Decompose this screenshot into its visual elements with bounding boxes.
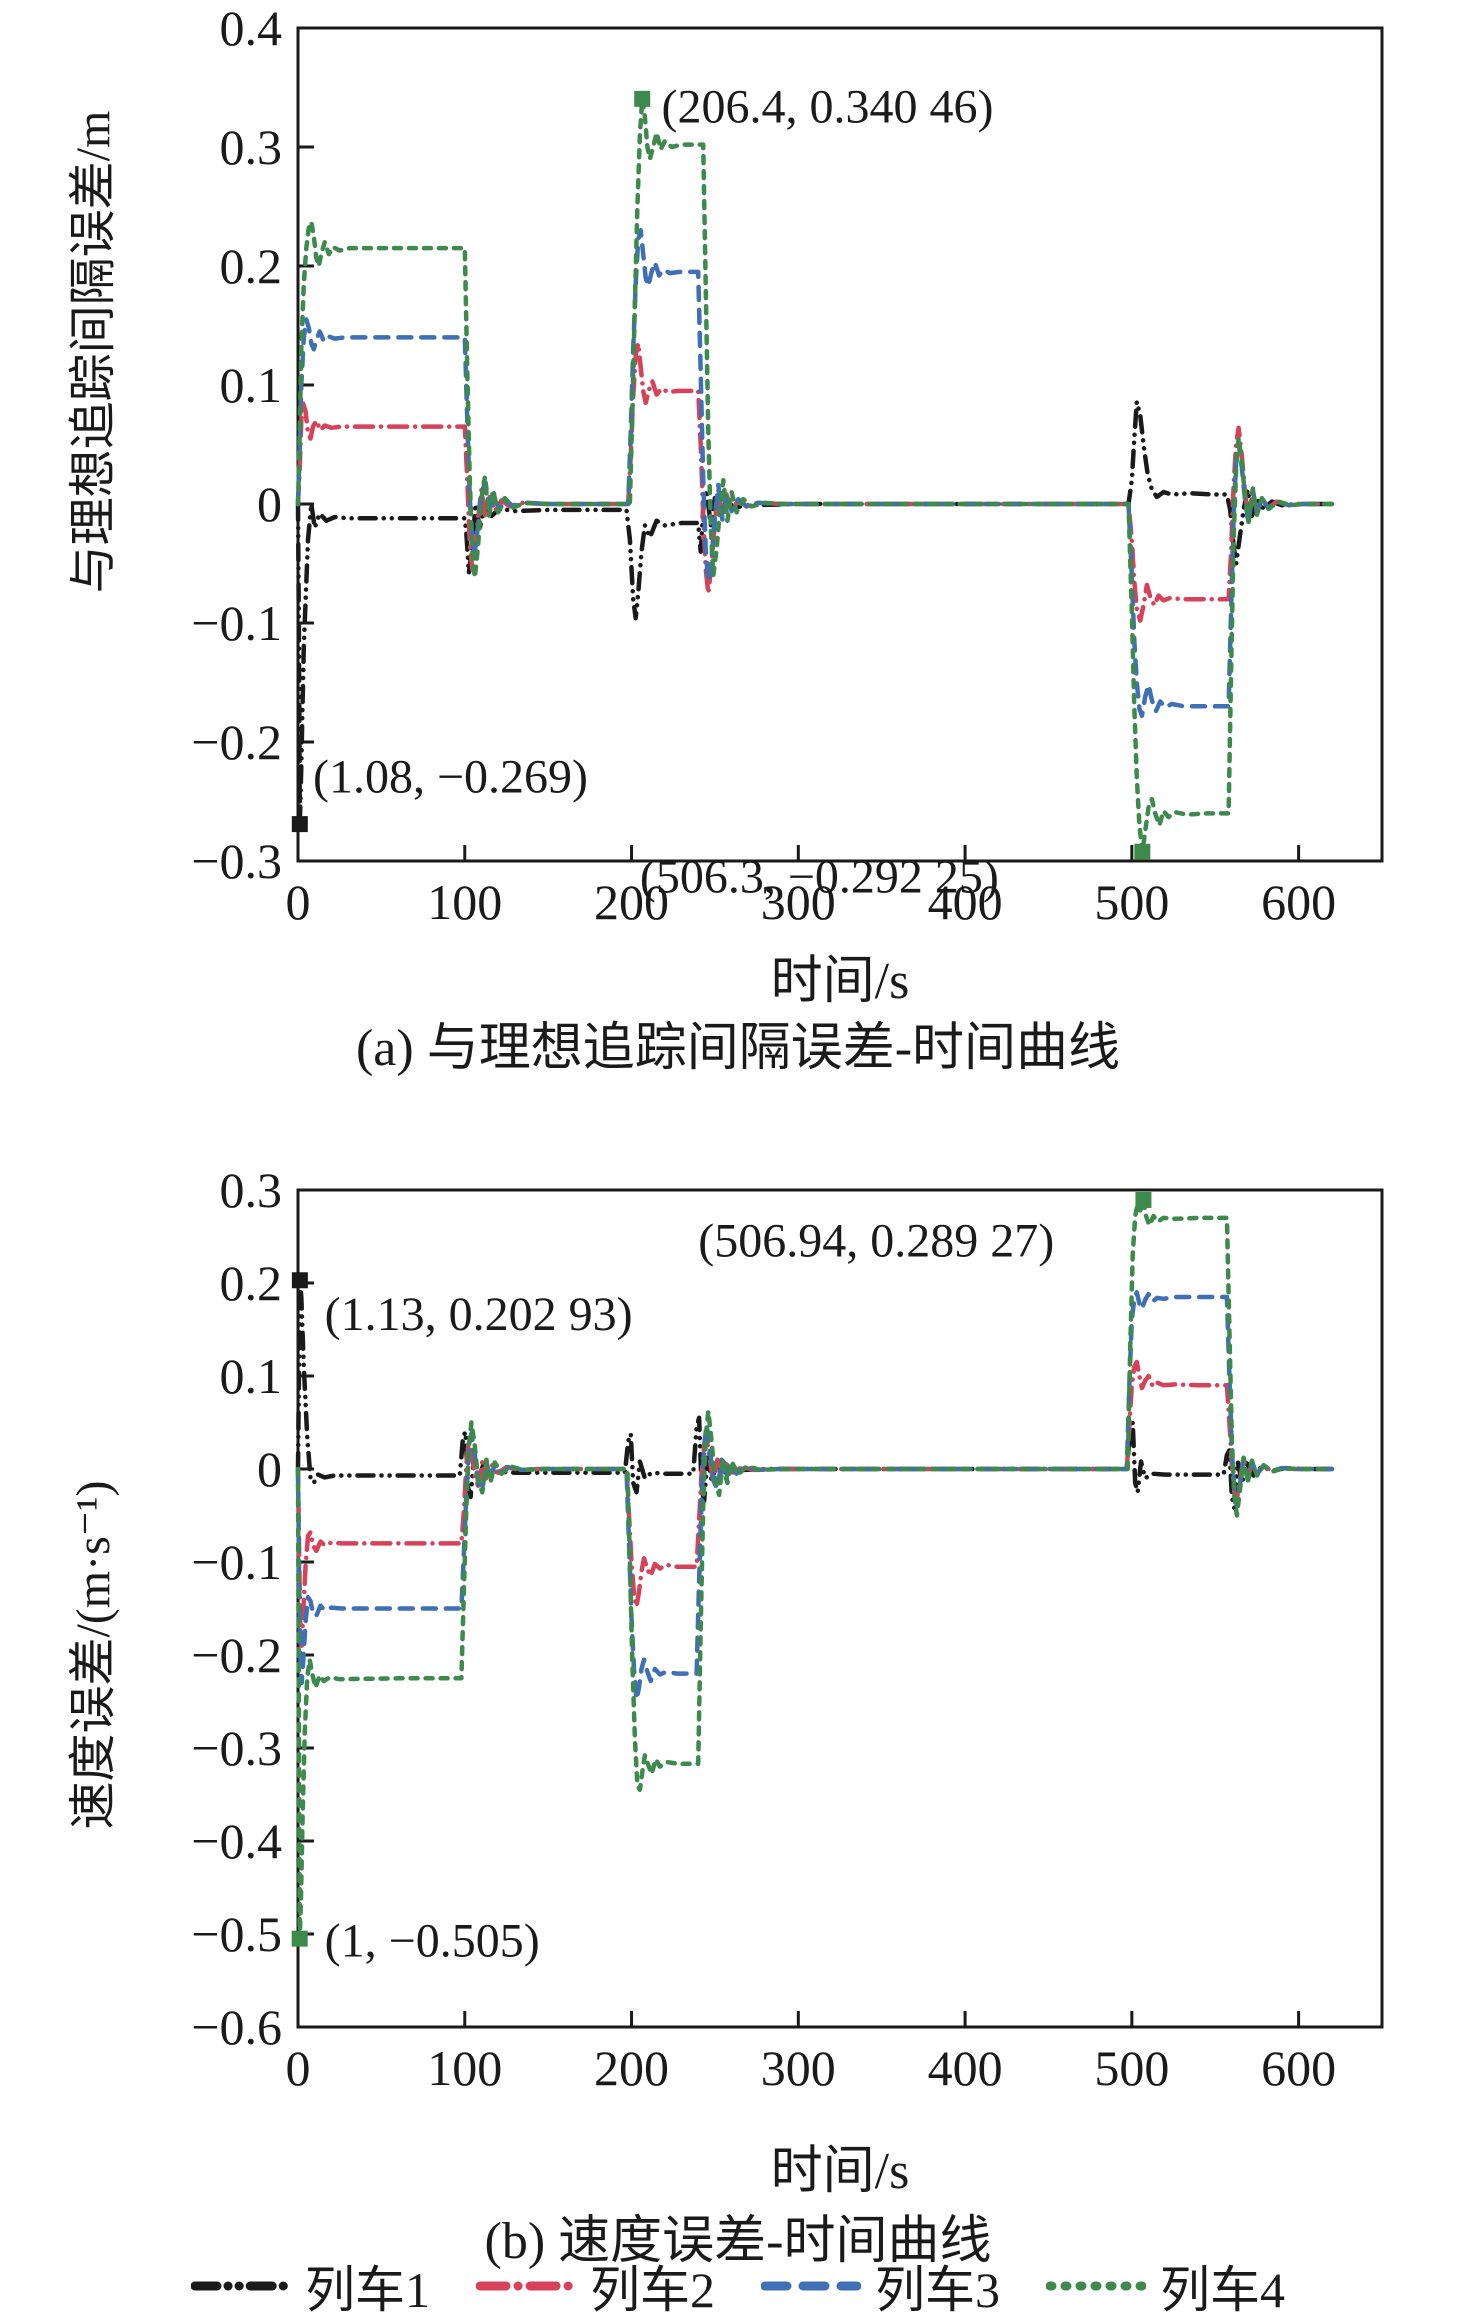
y-tick-label: −0.3	[191, 833, 282, 889]
y-tick-label: 0.1	[220, 357, 283, 413]
train1-line-sample	[191, 2281, 291, 2291]
train4-line-sample	[1046, 2281, 1146, 2291]
y-tick-label: −0.2	[191, 1627, 282, 1683]
annotation-marker-0	[1135, 1191, 1152, 1208]
train2-line-sample	[476, 2281, 576, 2291]
chart-a-xlabel: 时间/s	[770, 953, 910, 1010]
chart-b-caption: (b) 速度误差-时间曲线	[484, 2213, 992, 2270]
annotation-text-1: (1.13, 0.202 93)	[325, 1288, 633, 1341]
legend-label-train1: 列车1	[305, 2262, 430, 2318]
x-tick-label: 100	[427, 2040, 502, 2096]
annotation-text-0: (506.94, 0.289 27)	[698, 1214, 1054, 1267]
annotation-text-1: (1.08, −0.269)	[313, 750, 588, 803]
x-tick-label: 0	[286, 2040, 311, 2096]
y-tick-label: 0.3	[220, 1162, 283, 1218]
y-tick-label: 0.4	[220, 0, 283, 56]
x-tick-label: 500	[1094, 874, 1169, 930]
x-tick-label: 300	[761, 874, 836, 930]
annotation-marker-2	[291, 1930, 308, 1947]
y-tick-label: −0.5	[191, 1906, 282, 1962]
legend-item-train1: 列车1	[191, 2250, 430, 2320]
series-train3	[295, 1290, 1335, 1702]
chart-a-caption: (a) 与理想追踪间隔误差-时间曲线	[355, 1020, 1121, 1077]
annotation-text-2: (506.3, −0.292 25)	[640, 850, 999, 903]
x-tick-label: 600	[1261, 874, 1336, 930]
x-tick-label: 200	[594, 2040, 669, 2096]
annotation-marker-1	[291, 816, 308, 833]
y-tick-label: −0.3	[191, 1720, 282, 1776]
chart-a-ylabel: 与理想追踪间隔误差/m	[67, 110, 120, 594]
legend-item-train2: 列车2	[476, 2250, 715, 2320]
train3-line-sample	[761, 2281, 861, 2291]
chart-b-ylabel: 速度误差/(m·s⁻¹)	[67, 1480, 120, 1830]
legend-label-train4: 列车4	[1160, 2262, 1285, 2318]
y-tick-label: 0.1	[220, 1348, 283, 1404]
series-train3	[295, 228, 1335, 719]
annotation-marker-0	[634, 90, 651, 107]
chart-b-xlabel: 时间/s	[770, 2143, 910, 2200]
legend-label-train2: 列车2	[590, 2262, 715, 2318]
series-train1	[295, 1278, 1335, 1511]
series-train4	[295, 96, 1335, 855]
chart-a: 0 100 200 300 400 500 600 0.4 0.3 0.2 0.1 0 −0.1 −0.2…	[191, 0, 1384, 930]
y-tick-label: 0	[257, 1441, 282, 1497]
y-tick-label: −0.6	[191, 1999, 282, 2055]
y-tick-label: −0.1	[191, 595, 282, 651]
series-train2	[295, 1359, 1335, 1648]
annotation-marker-1	[291, 1272, 308, 1289]
series-train2	[295, 341, 1335, 623]
x-tick-label: 600	[1261, 2040, 1336, 2096]
x-tick-label: 100	[427, 874, 502, 930]
x-tick-label: 200	[594, 874, 669, 930]
annotation-text-0: (206.4, 0.340 46)	[662, 80, 994, 133]
x-tick-label: 0	[286, 874, 311, 930]
x-tick-label: 300	[761, 2040, 836, 2096]
plot-box	[296, 26, 1384, 863]
y-tick-label: −0.2	[191, 714, 282, 770]
x-tick-label: 400	[928, 2040, 1003, 2096]
y-tick-label: −0.1	[191, 1534, 282, 1590]
annotation-marker-2	[1134, 843, 1151, 860]
y-tick-label: −0.4	[191, 1813, 282, 1869]
legend-item-train4: 列车4	[1046, 2250, 1285, 2320]
series-train4	[295, 1197, 1335, 1941]
x-tick-label: 500	[1094, 2040, 1169, 2096]
legend: 列车1 列车2 列车3 列车4	[0, 2252, 1476, 2320]
legend-label-train3: 列车3	[875, 2262, 1000, 2318]
legend-item-train3: 列车3	[761, 2250, 1000, 2320]
y-tick-label: 0	[257, 476, 282, 532]
series-train1	[295, 399, 1335, 827]
y-tick-label: 0.2	[220, 238, 283, 294]
chart-b: 0 100 200 300 400 500 600 0.3 0.2 0.1 0 −0.1 −0.2 −0.…	[191, 1162, 1384, 2096]
y-tick-label: 0.2	[220, 1255, 283, 1311]
annotation-text-2: (1, −0.505)	[325, 1915, 540, 1968]
y-tick-label: 0.3	[220, 119, 283, 175]
x-tick-label: 400	[928, 874, 1003, 930]
